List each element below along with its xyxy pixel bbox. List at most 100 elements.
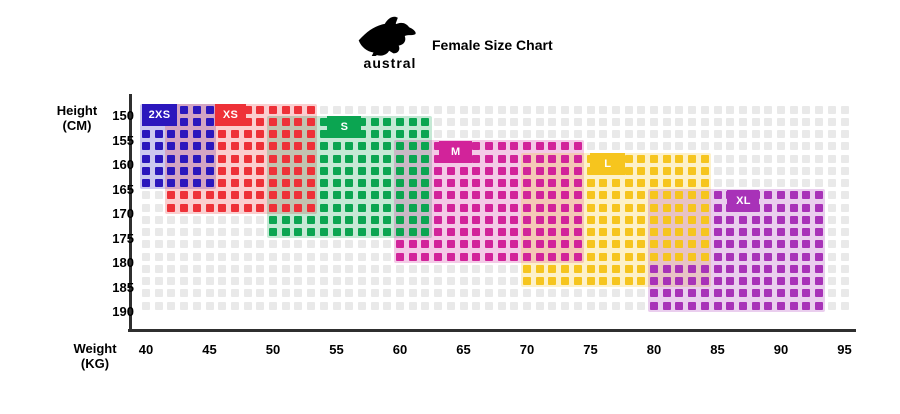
size-cell-m	[434, 191, 443, 200]
grid-cell	[535, 301, 544, 310]
size-cell-m	[573, 154, 582, 163]
size-cell-m	[523, 203, 531, 212]
size-cell-m	[459, 203, 468, 212]
size-cell-s	[383, 228, 392, 237]
grid-cell	[269, 301, 277, 310]
size-cell-l	[611, 179, 620, 188]
grid-cell	[269, 289, 277, 298]
size-cell-s	[396, 130, 404, 139]
size-cell-l	[624, 264, 633, 273]
grid-cell	[180, 215, 189, 224]
grid-cell	[434, 289, 443, 298]
grid-cell	[243, 264, 252, 273]
size-cell-s	[370, 142, 379, 151]
size-cell-2xs	[180, 166, 189, 175]
size-cell-2xs	[205, 179, 214, 188]
grid-cell	[256, 240, 265, 249]
size-cell-l	[688, 252, 697, 261]
size-cell-2xs	[205, 130, 214, 139]
size-cell-m	[434, 240, 443, 249]
size-cell-l	[637, 252, 646, 261]
size-cell-s	[421, 154, 430, 163]
grid-cell	[218, 301, 227, 310]
grid-cell	[434, 277, 443, 286]
size-cell-xl	[650, 301, 658, 310]
size-cell-xs	[269, 142, 277, 151]
grid-cell	[345, 252, 354, 261]
size-cell-xl	[713, 289, 722, 298]
grid-cell	[472, 301, 481, 310]
size-cell-xs	[256, 154, 265, 163]
size-cell-m	[548, 203, 557, 212]
grid-cell	[573, 117, 582, 126]
grid-cell	[332, 264, 341, 273]
y-tick-label: 160	[112, 157, 134, 173]
grid-cell	[497, 289, 506, 298]
size-cell-xs	[230, 179, 239, 188]
grid-cell	[802, 130, 811, 139]
grid-cell	[777, 166, 785, 175]
size-cell-m	[573, 179, 582, 188]
size-cell-m	[548, 179, 557, 188]
grid-cell	[434, 264, 443, 273]
size-cell-s	[281, 215, 290, 224]
grid-cell	[192, 289, 201, 298]
size-cell-2xs	[154, 179, 163, 188]
size-cell-2xs	[142, 142, 150, 151]
size-cell-l	[662, 240, 671, 249]
size-cell-l	[675, 203, 684, 212]
size-cell-l	[624, 277, 633, 286]
size-cell-s	[408, 130, 417, 139]
size-cell-m	[472, 252, 481, 261]
grid-cell	[510, 264, 519, 273]
grid-cell	[446, 289, 455, 298]
grid-cell	[827, 240, 836, 249]
grid-cell	[650, 117, 658, 126]
size-cell-xl	[777, 264, 785, 273]
size-cell-l	[611, 215, 620, 224]
grid-cell	[599, 301, 608, 310]
grid-cell	[180, 228, 189, 237]
size-cell-l	[688, 154, 697, 163]
grid-cell	[840, 203, 849, 212]
size-cell-l	[662, 154, 671, 163]
grid-cell	[726, 179, 735, 188]
grid-cell	[307, 264, 316, 273]
size-cell-m	[510, 154, 519, 163]
grid-cell	[167, 289, 176, 298]
size-cell-l	[624, 166, 633, 175]
size-cell-l	[637, 191, 646, 200]
size-cell-xl	[789, 215, 798, 224]
size-cell-l	[650, 228, 658, 237]
grid-cell	[726, 130, 735, 139]
size-cell-m	[497, 154, 506, 163]
size-cell-2xs	[167, 130, 176, 139]
grid-cell	[751, 142, 760, 151]
size-cell-xs	[294, 203, 303, 212]
grid-cell	[154, 215, 163, 224]
size-cell-s	[408, 228, 417, 237]
grid-cell	[738, 117, 747, 126]
size-cell-s	[357, 215, 366, 224]
size-cell-s	[383, 166, 392, 175]
size-cell-xl	[650, 277, 658, 286]
grid-cell	[586, 142, 595, 151]
size-cell-xl	[662, 264, 671, 273]
grid-cell	[396, 277, 404, 286]
y-axis-title-line2: (CM)	[62, 118, 92, 133]
size-cell-m	[535, 179, 544, 188]
size-cell-m	[535, 142, 544, 151]
size-cell-xl	[738, 228, 747, 237]
grid-cell	[497, 130, 506, 139]
size-cell-xl	[802, 289, 811, 298]
grid-cell	[650, 130, 658, 139]
size-cell-s	[319, 166, 328, 175]
grid-cell	[777, 105, 785, 114]
x-axis-title-line1: Weight	[73, 341, 117, 356]
grid-cell	[789, 105, 798, 114]
grid-cell	[205, 252, 214, 261]
grid-cell	[408, 289, 417, 298]
size-cell-xs	[192, 203, 201, 212]
grid-cell	[307, 301, 316, 310]
grid-cell	[726, 154, 735, 163]
